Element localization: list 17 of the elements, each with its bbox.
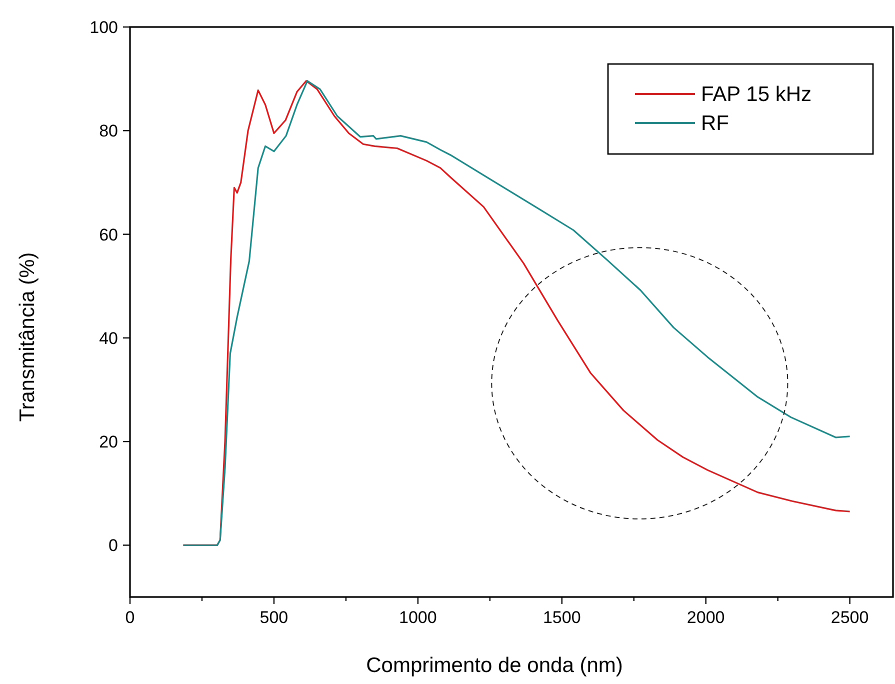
- y-tick-label: 80: [99, 122, 118, 141]
- x-tick-label: 1000: [399, 608, 437, 627]
- line-series: [182, 80, 851, 546]
- x-tick-label: 0: [125, 608, 135, 627]
- x-tick-label: 500: [260, 608, 288, 627]
- y-tick-label: 0: [108, 536, 118, 556]
- y-axis-title: Transmitância (%): [16, 252, 39, 422]
- legend-label: RF: [701, 112, 729, 135]
- y-tick-label: 100: [90, 18, 118, 37]
- x-tick-label: 2000: [686, 608, 725, 627]
- y-tick-label: 60: [99, 225, 118, 244]
- y-tick-label: 40: [99, 328, 118, 348]
- x-tick-label: 2500: [830, 608, 869, 627]
- x-axis-title: Comprimento de onda (nm): [366, 654, 623, 677]
- x-tick-label: 1500: [542, 608, 581, 627]
- legend-label: FAP 15 kHz: [701, 83, 812, 106]
- y-tick-label: 20: [99, 432, 118, 452]
